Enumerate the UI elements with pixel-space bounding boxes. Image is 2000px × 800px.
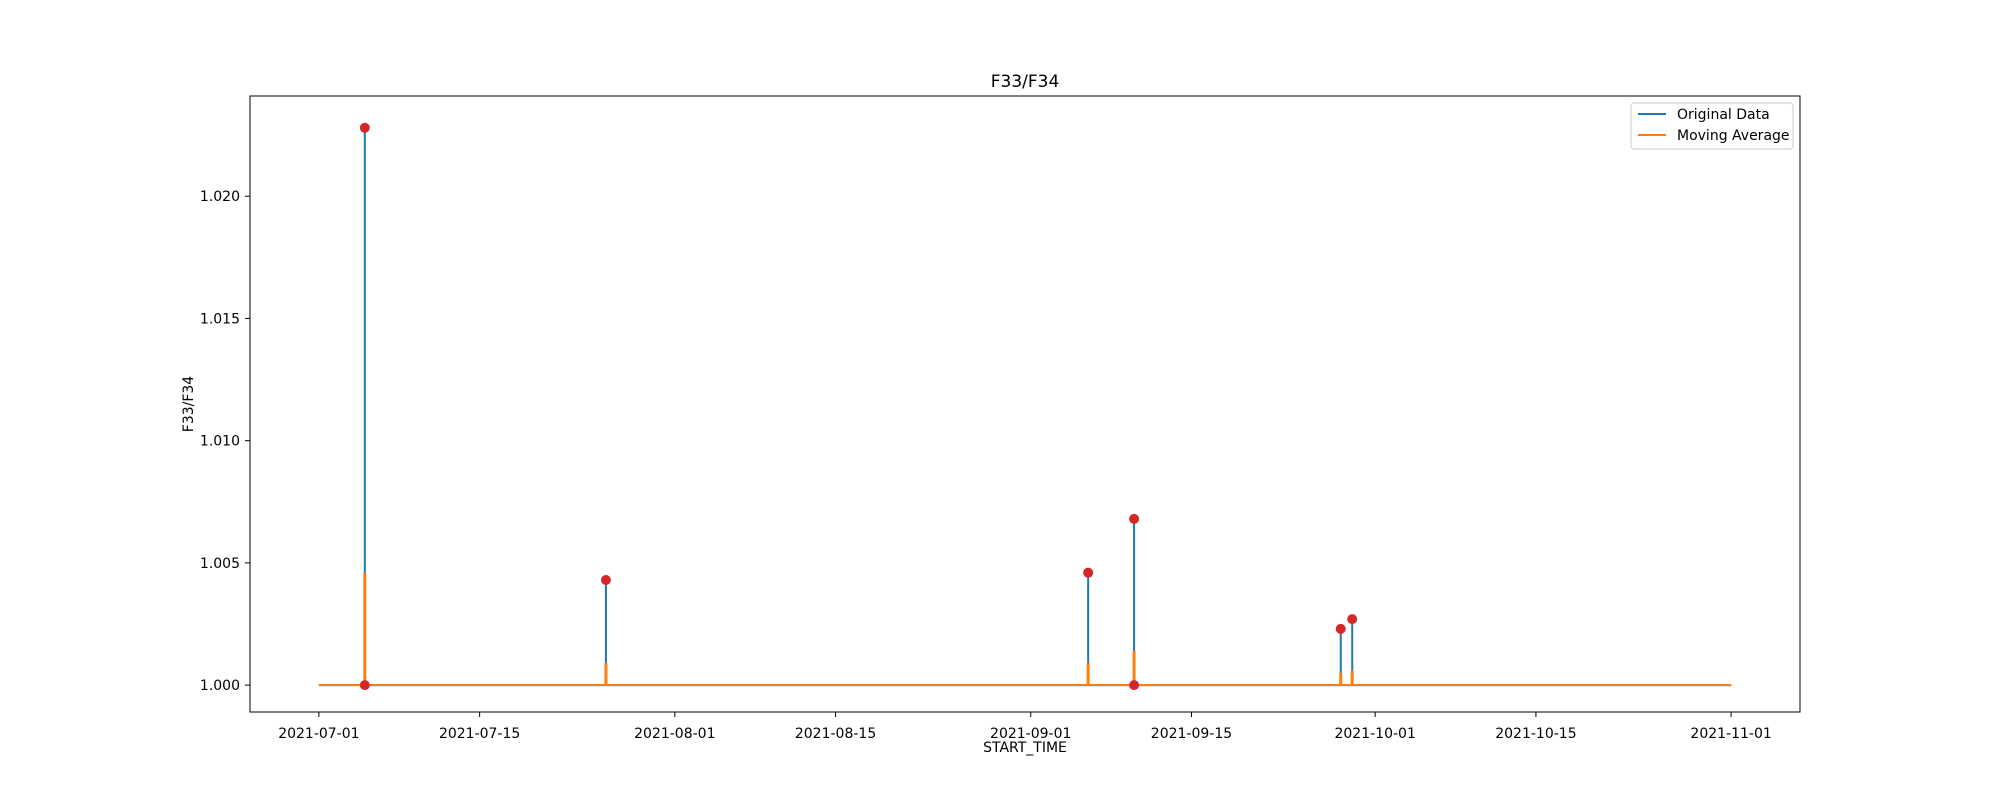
y-axis: 1.000 1.005 1.010 1.015 1.020 (200, 189, 250, 694)
legend-label-moving-average: Moving Average (1677, 128, 1790, 144)
chart-title: F33/F34 (991, 72, 1060, 92)
plot-area (318, 122, 1732, 691)
x-tick-label: 2021-07-01 (278, 726, 359, 742)
x-axis-title: START_TIME (983, 740, 1067, 756)
legend: Original Data Moving Average (1630, 102, 1794, 150)
anomaly-markers (359, 122, 1358, 691)
y-axis-title: F33/F34 (181, 376, 197, 433)
anomaly-point (1347, 614, 1358, 625)
x-tick-label: 2021-09-01 (990, 726, 1071, 742)
x-tick-label: 2021-10-15 (1495, 726, 1576, 742)
y-tick-label: 1.020 (200, 189, 240, 205)
x-tick-label: 2021-10-01 (1334, 726, 1415, 742)
x-tick-label: 2021-08-15 (795, 726, 876, 742)
x-tick-label: 2021-08-01 (634, 726, 715, 742)
anomaly-point (1129, 513, 1140, 524)
anomaly-point (359, 122, 370, 133)
x-tick-label: 2021-09-15 (1151, 726, 1232, 742)
x-tick-label: 2021-11-01 (1690, 726, 1771, 742)
anomaly-point (1335, 623, 1346, 634)
y-tick-label: 1.010 (200, 434, 240, 450)
y-tick-label: 1.000 (200, 678, 240, 694)
anomaly-point (359, 680, 370, 691)
plot-frame (249, 95, 1801, 713)
legend-box (1630, 102, 1794, 150)
series-moving-average (318, 572, 1732, 687)
anomaly-point (1083, 567, 1094, 578)
x-axis: 2021-07-01 2021-07-15 2021-08-01 2021-08-15… (278, 712, 1772, 742)
anomaly-point (1129, 680, 1140, 691)
anomaly-point (600, 575, 611, 585)
x-tick-label: 2021-07-15 (439, 726, 520, 742)
y-tick-label: 1.015 (200, 311, 240, 327)
y-tick-label: 1.005 (200, 556, 240, 572)
legend-label-original-data: Original Data (1677, 107, 1770, 123)
